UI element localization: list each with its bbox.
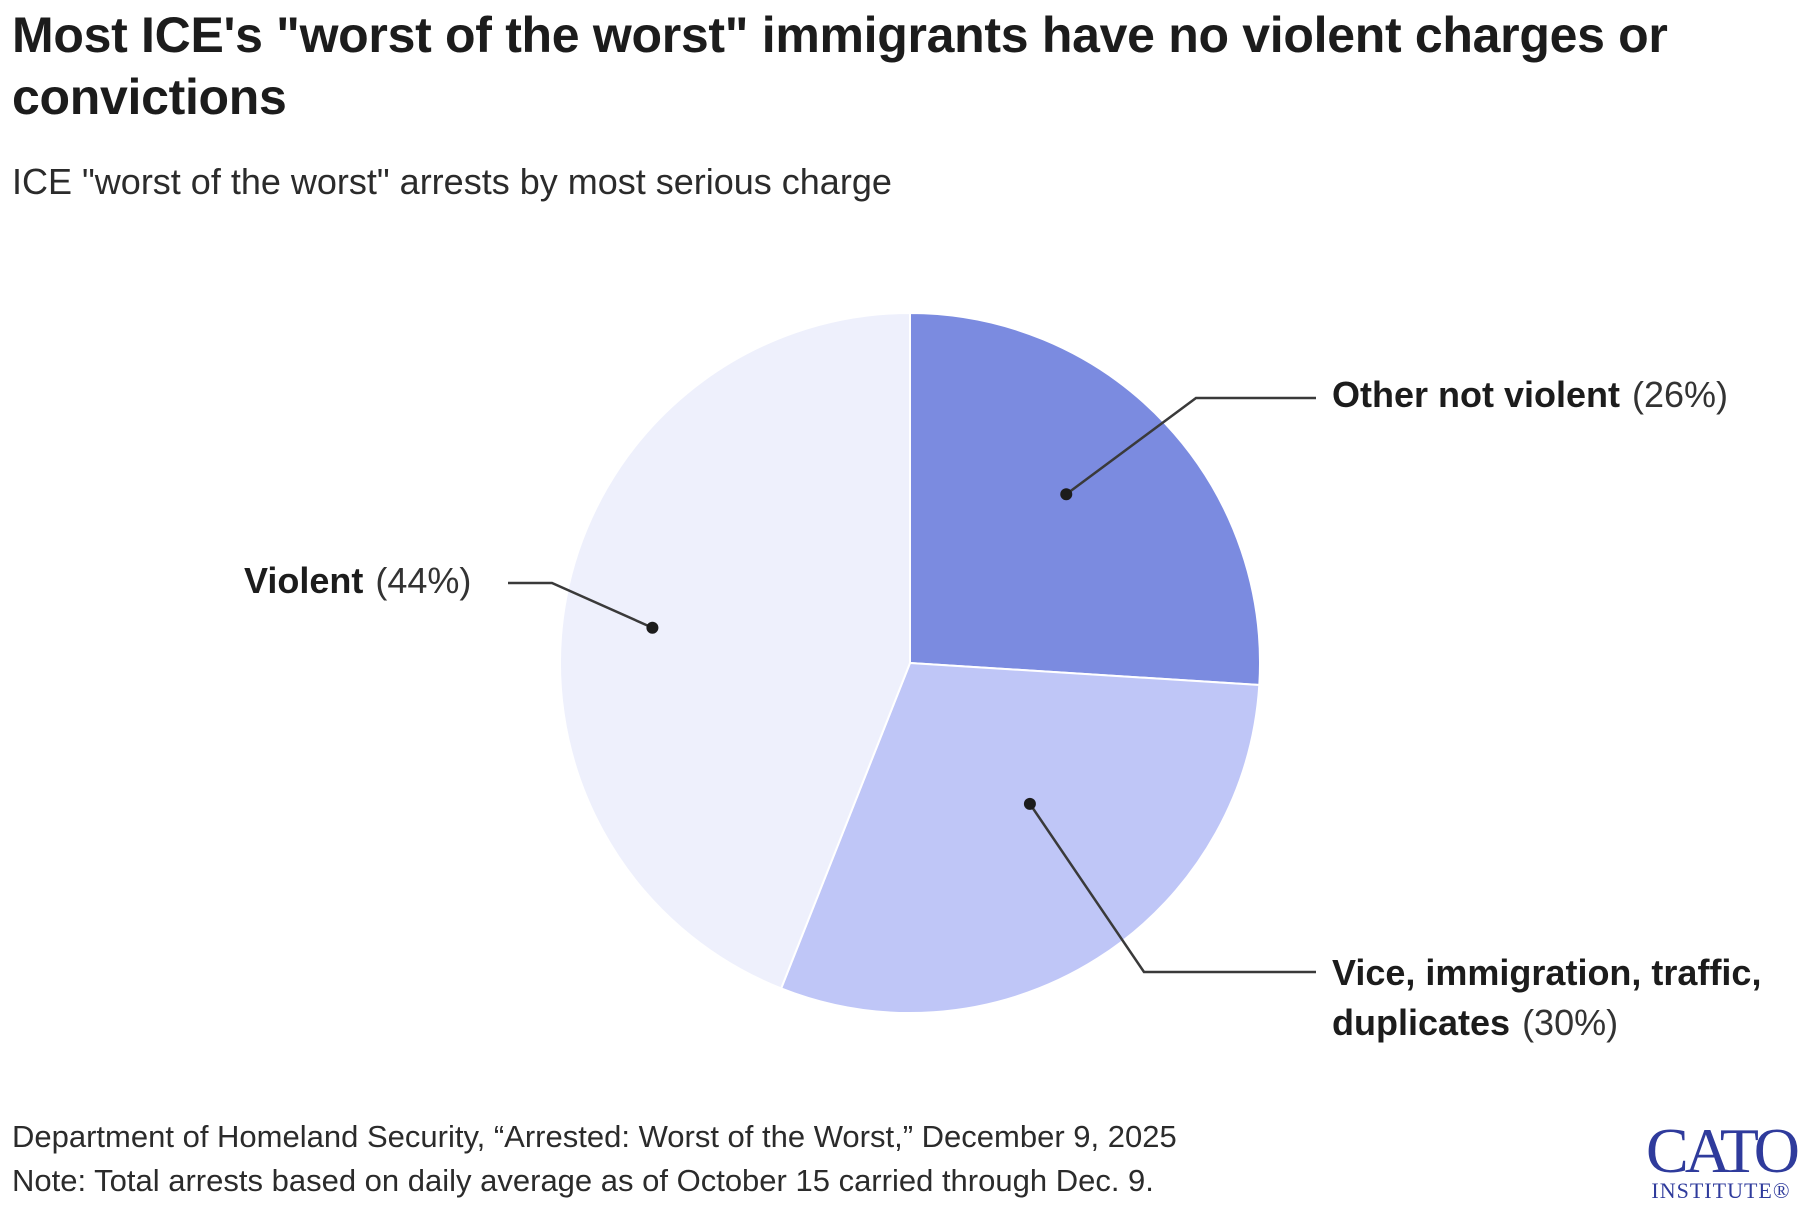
slice-label-vice-value: (30%) bbox=[1522, 1002, 1618, 1043]
slice-label-violent: Violent (44%) bbox=[244, 560, 471, 601]
slice-label-vice-immigration-traffic: Vice, immigration, traffic, duplicates (30… bbox=[1332, 952, 1761, 1043]
slice-label-vice-name-line2: duplicates bbox=[1332, 1002, 1510, 1043]
slice-label-other-not-violent: Other not violent (26%) bbox=[1332, 374, 1728, 415]
cato-institute-logo: CATO INSTITUTE® bbox=[1636, 1115, 1806, 1203]
leader-line-other-not-violent bbox=[1065, 396, 1316, 496]
pie-slice-vice-immigration-traffic bbox=[779, 661, 1261, 1014]
leader-lines bbox=[508, 396, 1316, 974]
source-note: Department of Homeland Security, “Arrest… bbox=[12, 1119, 1177, 1154]
leader-line-vice-immigration-traffic bbox=[1028, 803, 1316, 974]
logo-subtitle: INSTITUTE® bbox=[1651, 1178, 1791, 1203]
chart-subtitle: ICE "worst of the worst" arrests by most… bbox=[12, 161, 892, 202]
pie-slice-other-not-violent bbox=[909, 311, 1261, 687]
slice-label-vice-name-line1: Vice, immigration, traffic, bbox=[1332, 952, 1761, 993]
leader-line-violent bbox=[508, 581, 653, 629]
footnote: Note: Total arrests based on daily avera… bbox=[12, 1163, 1154, 1198]
leader-dot-vice-immigration-traffic bbox=[1023, 797, 1036, 810]
slice-label-other-not-violent-value: (26%) bbox=[1632, 374, 1728, 415]
slice-label-other-not-violent-name: Other not violent bbox=[1332, 374, 1620, 415]
pie-slice-violent bbox=[559, 311, 911, 990]
slice-label-violent-value: (44%) bbox=[375, 560, 471, 601]
logo-wordmark: CATO bbox=[1646, 1115, 1800, 1186]
leader-dot-violent bbox=[646, 621, 659, 634]
pie-slices bbox=[559, 311, 1261, 1014]
pie-chart: Other not violent (26%) Vice, immigration… bbox=[244, 311, 1761, 1043]
chart-footer: Department of Homeland Security, “Arrest… bbox=[12, 1115, 1177, 1203]
leader-dot-other-not-violent bbox=[1060, 488, 1073, 501]
slice-label-violent-name: Violent bbox=[244, 560, 363, 601]
chart-title: Most ICE's "worst of the worst" immigran… bbox=[12, 7, 1668, 125]
